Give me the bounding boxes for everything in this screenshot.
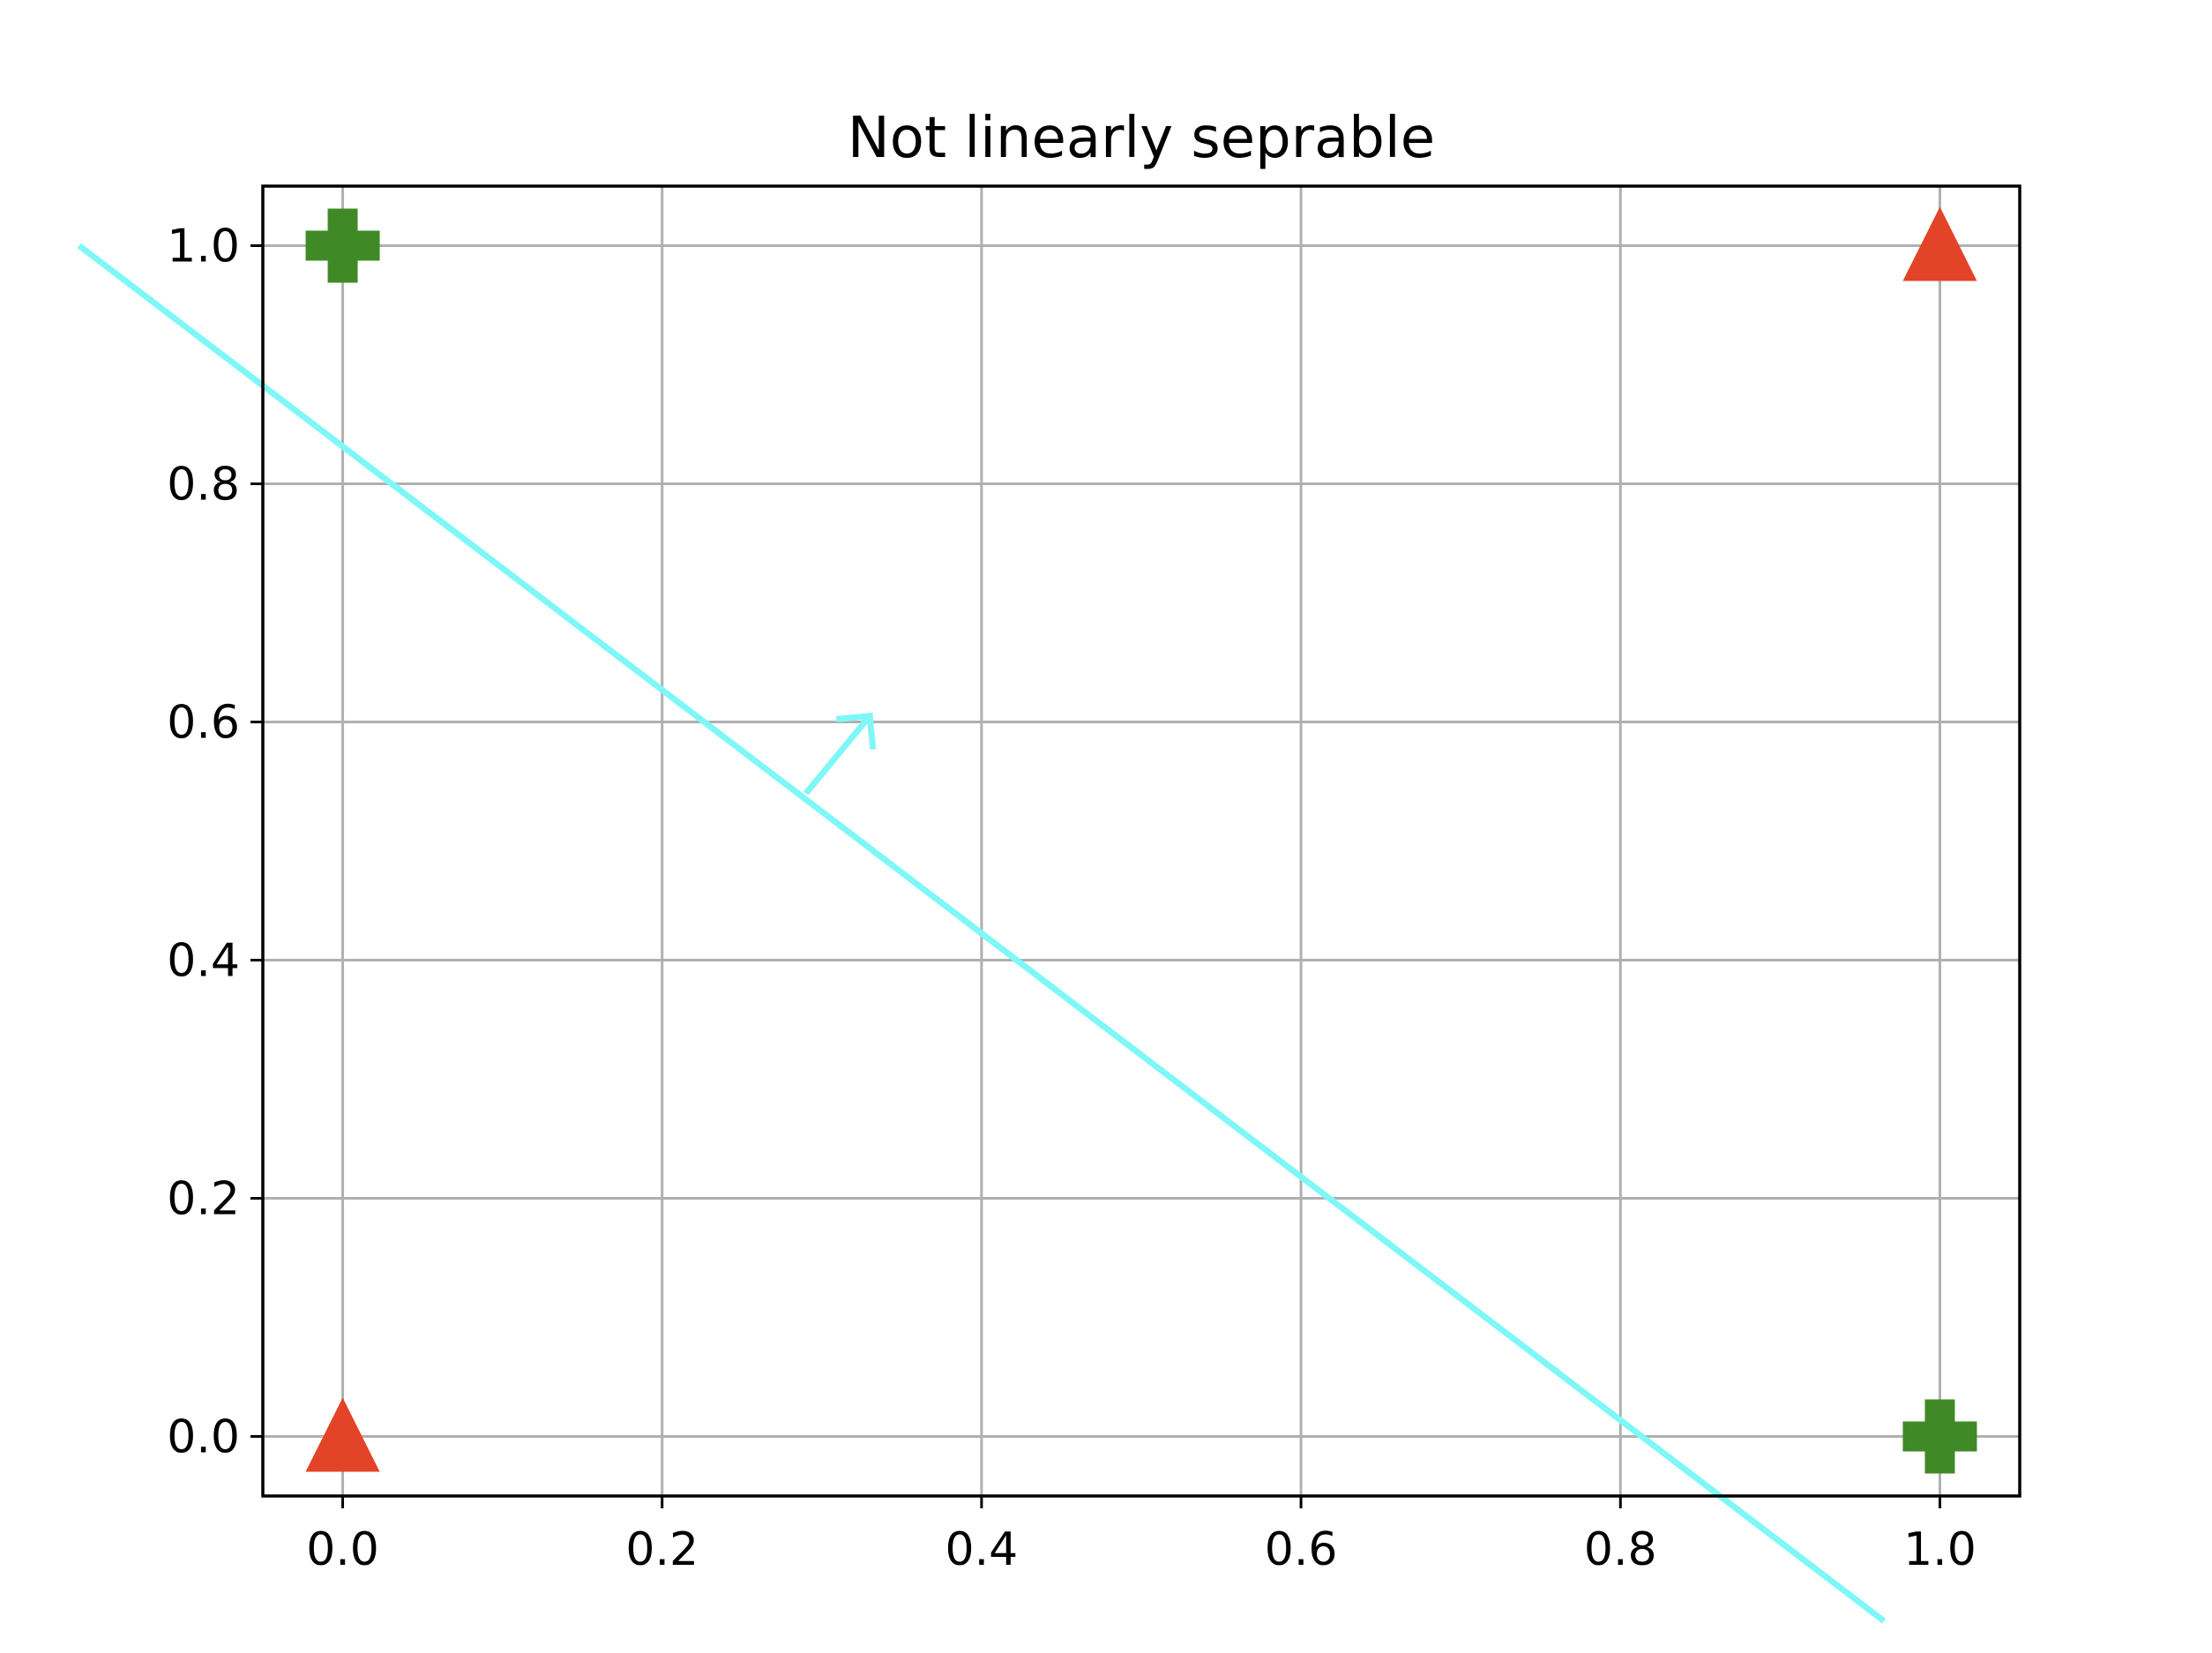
- x-axis: 0.0 0.2 0.4 0.6 0.8 1.0: [306, 1496, 1977, 1576]
- decision-boundary-layer: [77, 243, 1887, 1624]
- y-tick-label: 0.0: [167, 1411, 240, 1464]
- y-tick-label: 0.2: [167, 1173, 240, 1226]
- grid: [263, 186, 2020, 1496]
- y-tick-label: 0.4: [167, 935, 240, 988]
- chart-title: Not linearly seprable: [848, 106, 1435, 171]
- normal-arrow-head: [835, 712, 877, 750]
- x-tick-label: 0.6: [1265, 1523, 1338, 1576]
- y-tick-label: 1.0: [167, 221, 240, 273]
- plus-marker: [305, 208, 380, 283]
- normal-arrow-shaft: [803, 714, 872, 796]
- triangle-marker: [1902, 206, 1977, 281]
- triangle-marker: [305, 1397, 380, 1472]
- plot-frame: [261, 184, 2021, 1498]
- y-tick-label: 0.6: [167, 697, 240, 750]
- x-tick-label: 0.8: [1584, 1523, 1657, 1576]
- markers: [305, 206, 1977, 1474]
- y-tick-label: 0.8: [167, 459, 240, 512]
- y-axis: 0.0 0.2 0.4 0.6 0.8 1.0: [167, 221, 263, 1464]
- x-tick-label: 1.0: [1903, 1523, 1977, 1576]
- decision-boundary-line: [77, 243, 1887, 1624]
- x-tick-label: 0.0: [306, 1523, 379, 1576]
- plus-marker: [1902, 1399, 1977, 1474]
- x-tick-label: 0.4: [945, 1523, 1019, 1576]
- x-tick-label: 0.2: [625, 1523, 699, 1576]
